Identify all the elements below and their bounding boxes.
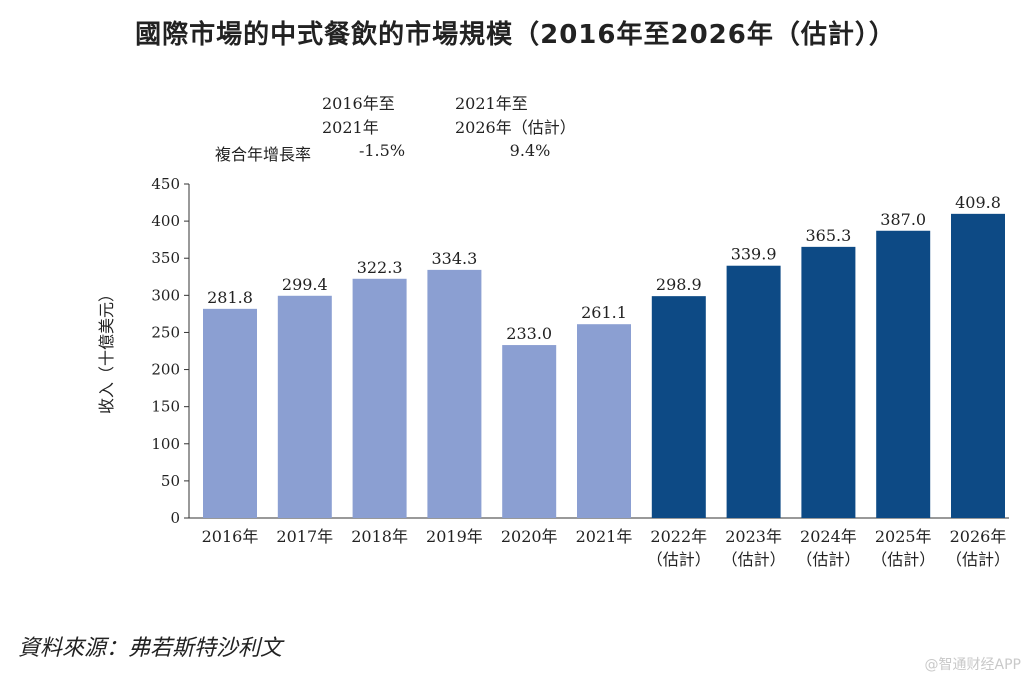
y-tick-label: 300	[151, 286, 180, 304]
data-label: 233.0	[506, 324, 552, 343]
x-tick-label: 2019年	[426, 527, 483, 546]
x-tick-label: 2022年	[650, 527, 707, 546]
bar-2022	[651, 296, 706, 518]
bar-2018	[352, 278, 407, 518]
y-axis-label: 收入（十億美元）	[97, 286, 116, 414]
cagr-period2-line1: 2021年至	[455, 94, 528, 113]
x-tick-label: 2021年	[576, 527, 633, 546]
bar-2016	[203, 308, 257, 518]
y-tick-label: 200	[151, 361, 180, 379]
x-tick-label: 2018年	[351, 527, 408, 546]
y-tick-label: 50	[161, 472, 180, 490]
data-label: 322.3	[357, 258, 403, 277]
cagr-row-label: 複合年增長率	[215, 145, 312, 164]
data-label: 261.1	[581, 303, 627, 322]
data-label: 409.8	[955, 193, 1001, 212]
cagr-period2-value: 9.4%	[509, 141, 551, 160]
y-tick-label: 150	[151, 398, 180, 416]
x-tick-sublabel: （估計）	[871, 550, 935, 569]
cagr-period2-line2: 2026年（估計）	[455, 118, 576, 137]
cagr-period2-header: 2021年至 2026年（估計）	[455, 90, 605, 138]
data-label: 387.0	[880, 210, 926, 229]
x-tick-label: 2026年	[950, 527, 1007, 546]
cagr-period1-header: 2016年至 2021年	[322, 90, 442, 138]
x-tick-label: 2017年	[276, 527, 333, 546]
chart-title: 國際市場的中式餐飲的市場規模（2016年至2026年（估計））	[135, 20, 896, 50]
x-tick-sublabel: （估計）	[796, 550, 860, 569]
data-label: 365.3	[805, 226, 851, 245]
watermark: @智通财经APP	[924, 657, 1021, 673]
data-label: 281.8	[207, 288, 253, 307]
x-tick-label: 2024年	[800, 527, 857, 546]
y-tick-label: 100	[151, 435, 180, 453]
x-tick-label: 2016年	[202, 527, 259, 546]
x-tick-label: 2025年	[875, 527, 932, 546]
bar-2019	[427, 269, 482, 518]
bar-2017	[277, 295, 332, 518]
bar-2021	[577, 324, 631, 518]
y-tick-label: 350	[151, 249, 180, 267]
bar-2020	[502, 345, 557, 518]
bar-2023	[726, 265, 781, 518]
data-label: 299.4	[282, 275, 328, 294]
y-tick-label: 450	[151, 175, 180, 193]
y-tick-label: 0	[170, 509, 180, 527]
x-tick-sublabel: （估計）	[946, 550, 1010, 569]
x-tick-sublabel: （估計）	[647, 550, 711, 569]
y-tick-label: 400	[151, 212, 180, 230]
x-tick-sublabel: （估計）	[722, 550, 786, 569]
y-tick-label: 250	[151, 323, 180, 341]
bar-2024	[801, 246, 856, 519]
cagr-period1-line1: 2016年至	[322, 94, 395, 113]
source-note: 資料來源：弗若斯特沙利文	[18, 636, 283, 661]
data-label: 298.9	[656, 275, 702, 294]
data-label: 334.3	[431, 249, 477, 268]
cagr-period1-value: -1.5%	[358, 141, 406, 160]
bar-2026	[951, 213, 1005, 518]
cagr-period1-line2: 2021年	[322, 118, 379, 137]
x-tick-label: 2020年	[501, 527, 558, 546]
bar-2025	[876, 230, 931, 518]
data-label: 339.9	[731, 245, 777, 264]
x-tick-label: 2023年	[725, 527, 782, 546]
